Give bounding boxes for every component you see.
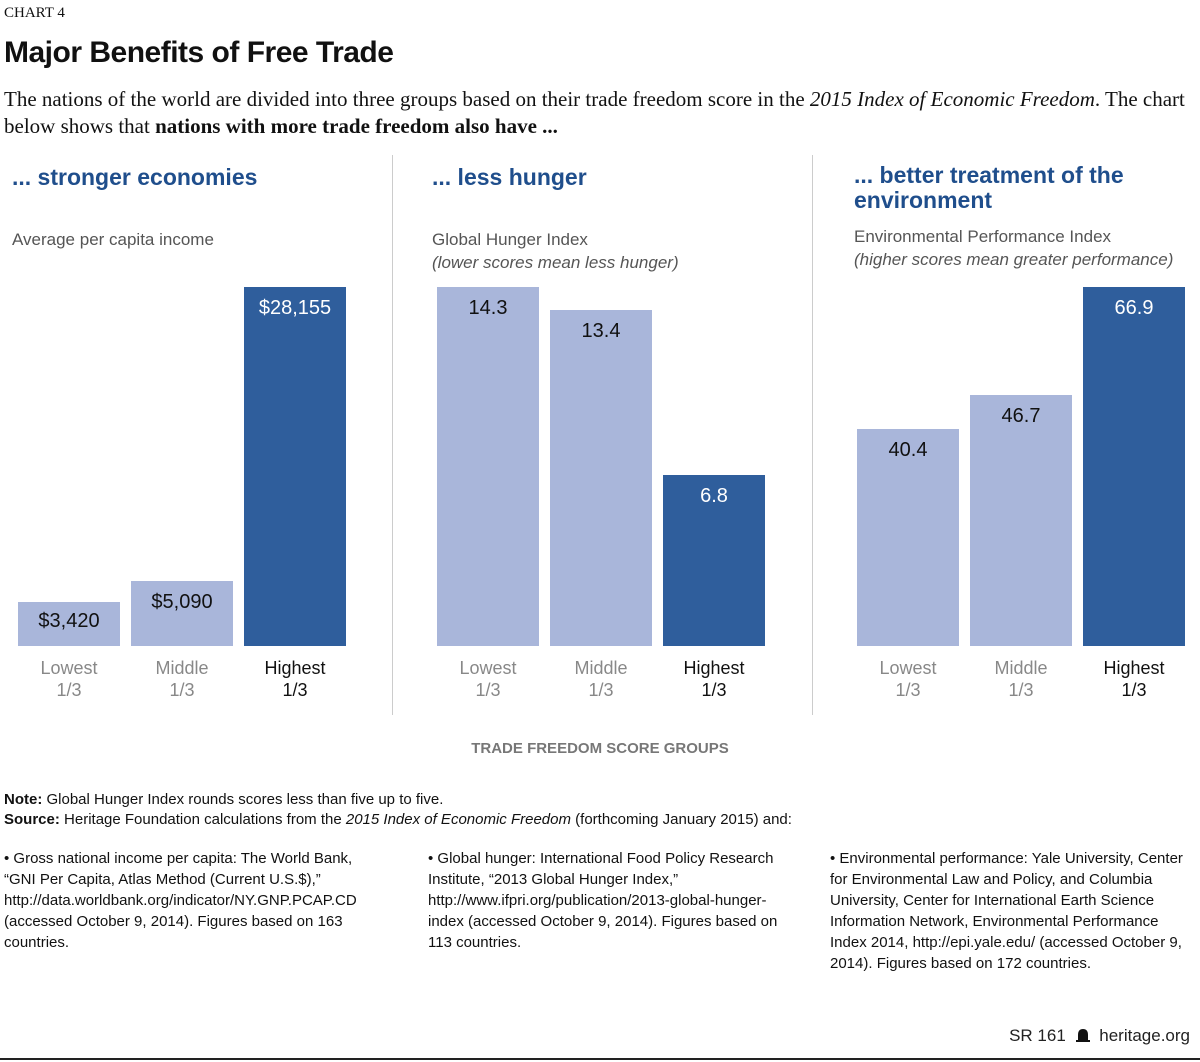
category-line: Lowest	[459, 658, 517, 678]
note-text: Global Hunger Index rounds scores less t…	[42, 791, 444, 808]
note-line: Note: Global Hunger Index rounds scores …	[4, 790, 792, 810]
category-line: 1/3	[895, 680, 921, 700]
footer: SR 161 heritage.org	[1009, 1026, 1190, 1046]
source-income: • Gross national income per capita: The …	[4, 850, 357, 951]
category-line: 1/3	[282, 680, 308, 700]
source-italic: 2015 Index of Economic Freedom	[345, 811, 571, 828]
note-label: Note:	[4, 791, 43, 808]
chart-subtitle: The nations of the world are divided int…	[4, 86, 1194, 140]
category-line: 1/3	[1121, 680, 1147, 700]
measure-label: Average per capita income	[12, 230, 214, 249]
category-label: Middle 1/3	[131, 657, 233, 701]
source-environment: • Environmental performance: Yale Univer…	[830, 850, 1183, 972]
data-label: 14.3	[468, 297, 508, 319]
category-line: 1/3	[701, 680, 727, 700]
liberty-bell-icon	[1075, 1029, 1090, 1042]
category-line: 1/3	[588, 680, 614, 700]
category-line: 1/3	[475, 680, 501, 700]
category-label: Highest 1/3	[1083, 657, 1185, 701]
bar-2	[244, 287, 346, 646]
measure-note: (higher scores mean greater performance)	[854, 250, 1174, 269]
data-label: $5,090	[151, 591, 213, 613]
category-line: Highest	[683, 658, 745, 678]
category-label: Highest 1/3	[244, 657, 346, 701]
bar-0	[18, 602, 120, 646]
panel-measure: Environmental Performance Index (higher s…	[854, 225, 1173, 271]
bar-0	[857, 429, 959, 646]
panel-title: ... stronger economies	[12, 164, 258, 190]
notes: Note: Global Hunger Index rounds scores …	[4, 790, 792, 830]
measure-note: (lower scores mean less hunger)	[432, 253, 679, 272]
panel-measure: Global Hunger Index (lower scores mean le…	[432, 228, 679, 274]
category-label: Middle 1/3	[550, 657, 652, 701]
measure-label: Global Hunger Index	[432, 230, 588, 249]
source-text: Heritage Foundation calculations from th…	[59, 811, 346, 828]
bar-0	[437, 287, 539, 646]
panel-measure: Average per capita income	[12, 228, 214, 251]
subtitle-text: . The chart below shows that	[4, 87, 1185, 138]
subtitle-italic: 2015 Index of Economic Freedom	[809, 87, 1095, 111]
data-label: 66.9	[1114, 297, 1154, 319]
source-line: Source: Heritage Foundation calculations…	[4, 810, 792, 830]
bar-2	[663, 475, 765, 646]
data-label: 46.7	[1001, 405, 1041, 427]
data-label: $28,155	[258, 297, 332, 319]
panel-title: ... less hunger	[432, 164, 587, 190]
data-label: 6.8	[700, 485, 728, 507]
bottom-rule	[0, 1058, 1200, 1060]
site-url: heritage.org	[1099, 1026, 1190, 1045]
bar-1	[131, 581, 233, 646]
panel-divider	[812, 155, 813, 715]
category-label: Lowest 1/3	[857, 657, 959, 701]
panel-title: ... better treatment of the environment	[854, 162, 1124, 213]
category-label: Lowest 1/3	[18, 657, 120, 701]
category-line: Middle	[574, 658, 628, 678]
data-label: 40.4	[888, 439, 928, 461]
source-hunger: • Global hunger: International Food Poli…	[428, 850, 778, 951]
category-line: Highest	[264, 658, 326, 678]
source-label: Source:	[4, 811, 60, 828]
category-line: 1/3	[1008, 680, 1034, 700]
bar-1	[970, 395, 1072, 646]
data-label: 13.4	[581, 320, 621, 342]
category-line: Lowest	[879, 658, 937, 678]
report-number: SR 161	[1009, 1026, 1066, 1045]
category-line: 1/3	[169, 680, 195, 700]
bar-1	[550, 310, 652, 646]
chart-kicker: CHART 4	[4, 5, 65, 21]
data-label: $3,420	[38, 610, 100, 632]
category-line: 1/3	[56, 680, 82, 700]
subtitle-text: The nations of the world are divided int…	[4, 87, 810, 111]
category-line: Middle	[155, 658, 209, 678]
panel-divider	[392, 155, 393, 715]
x-axis-label: TRADE FREEDOM SCORE GROUPS	[471, 740, 729, 757]
category-label: Lowest 1/3	[437, 657, 539, 701]
source-text: (forthcoming January 2015) and:	[570, 811, 792, 828]
category-label: Middle 1/3	[970, 657, 1072, 701]
category-label: Highest 1/3	[663, 657, 765, 701]
category-line: Lowest	[40, 658, 98, 678]
subtitle-bold: nations with more trade freedom also hav…	[155, 114, 558, 138]
category-line: Middle	[994, 658, 1048, 678]
measure-label: Environmental Performance Index	[854, 227, 1112, 246]
chart-title: Major Benefits of Free Trade	[4, 36, 394, 69]
bar-2	[1083, 287, 1185, 646]
category-line: Highest	[1103, 658, 1165, 678]
